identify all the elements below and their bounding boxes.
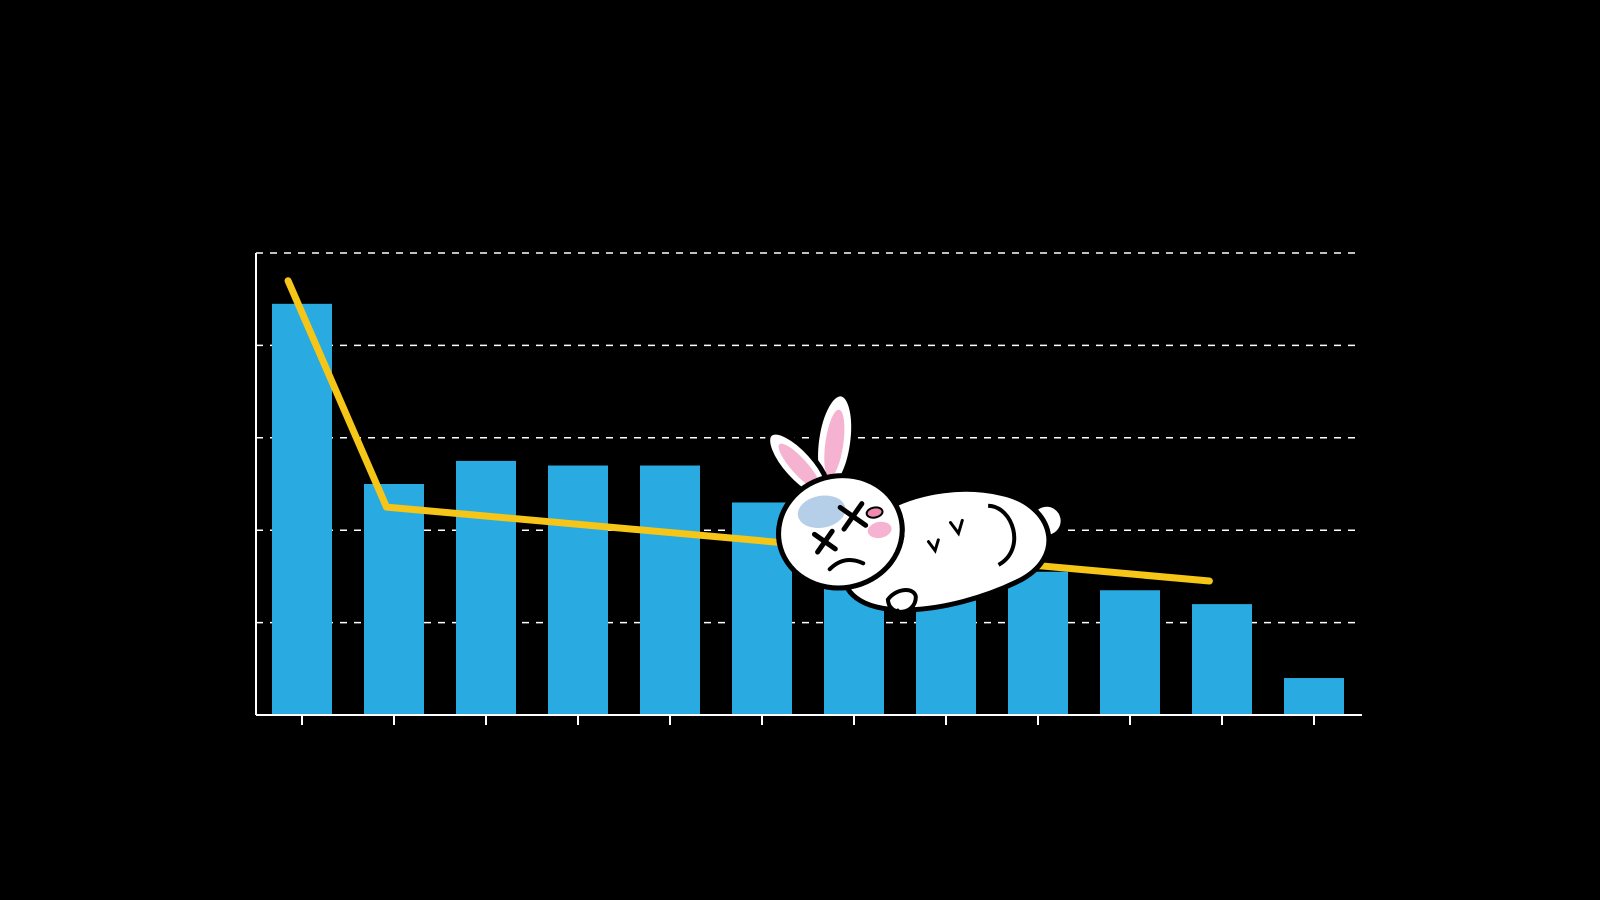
bar — [548, 466, 608, 715]
chart-svg — [0, 0, 1600, 900]
bar — [1100, 590, 1160, 715]
chart-container — [0, 0, 1600, 900]
bar — [1008, 572, 1068, 715]
bar — [364, 484, 424, 715]
bar — [640, 466, 700, 715]
bar — [1192, 604, 1252, 715]
bar — [1284, 678, 1344, 715]
bar — [456, 461, 516, 715]
